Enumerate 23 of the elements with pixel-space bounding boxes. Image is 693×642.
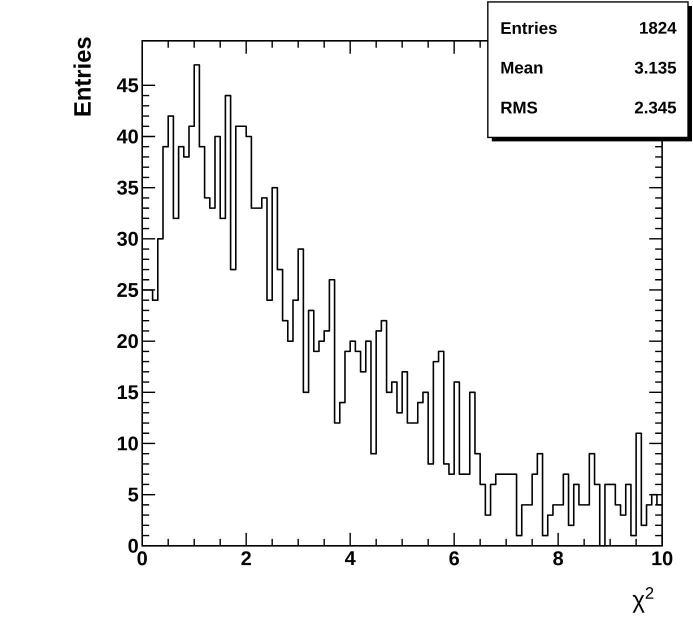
y-tick-label: 0 [128,538,138,553]
y-tick-label: 40 [116,129,138,144]
x-tick-label: 6 [449,551,459,566]
annotation: 2.345 [634,101,676,114]
y-tick-label: 15 [118,385,138,400]
annotation: Mean [501,62,542,74]
x-tick-label: 4 [344,551,356,565]
y-axis-title: Entries [73,37,91,116]
y-tick-label: 25 [117,282,138,297]
x-tick-label: 8 [553,551,564,566]
y-tick-label: 20 [117,334,138,348]
y-tick-label: 30 [117,232,138,246]
y-tick-label: 45 [116,78,138,92]
annotation: RMS [501,101,538,114]
y-tick-label: 10 [118,436,138,450]
annotation: 3.135 [634,62,676,74]
text: Entries [501,21,557,34]
x-tick-label: 10 [652,551,672,566]
text: 1824 [640,22,676,34]
x-axis-title: χ$^{2}$ [632,586,654,612]
y-tick-label: 5 [128,488,138,502]
y-tick-label: 35 [117,180,138,194]
x-tick-label: 2 [241,551,251,565]
